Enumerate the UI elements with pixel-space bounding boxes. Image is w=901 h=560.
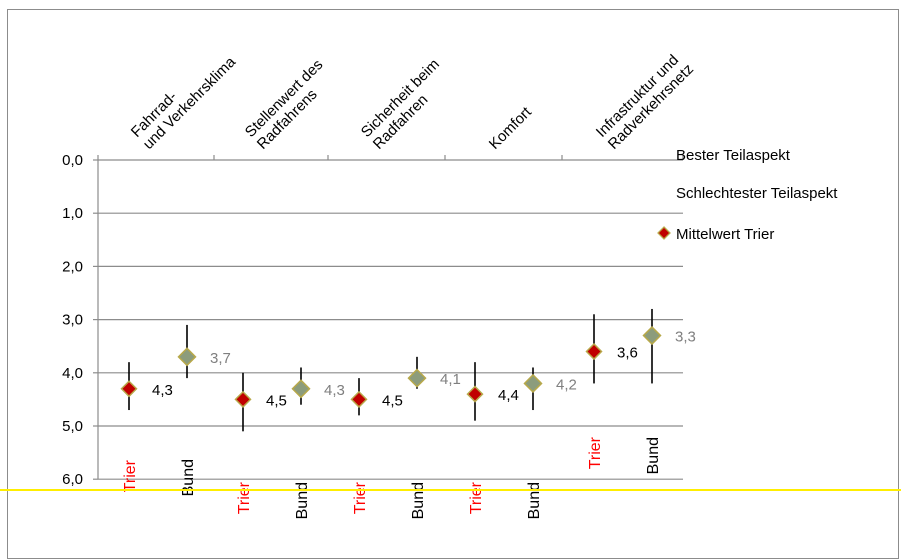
y-tick-label: 4,0 — [62, 365, 83, 382]
legend-marker — [657, 226, 671, 240]
group-label: Bund — [526, 482, 543, 519]
group-label: Bund — [180, 459, 197, 496]
data-label: 3,7 — [210, 350, 231, 367]
legend-item-mean: Mittelwert Trier — [676, 226, 774, 243]
data-label: 4,3 — [152, 382, 173, 399]
mean-marker — [466, 385, 484, 403]
data-label: 4,5 — [382, 392, 403, 409]
mean-marker — [523, 373, 543, 394]
mean-marker — [585, 342, 603, 361]
data-label: 4,4 — [498, 387, 519, 404]
legend-item-worst: Schlechtester Teilaspekt — [676, 185, 838, 202]
category-label: Komfort — [486, 103, 536, 153]
chart-frame — [7, 9, 899, 559]
data-label: 4,1 — [440, 371, 461, 388]
group-label: Trier — [236, 481, 253, 514]
data-label: 4,3 — [324, 382, 345, 399]
mean-marker — [120, 380, 138, 398]
mean-marker — [407, 368, 427, 388]
group-label: Trier — [352, 481, 369, 514]
group-label: Bund — [410, 482, 427, 519]
data-label: 3,3 — [675, 329, 696, 346]
y-tick-label: 0,0 — [62, 152, 83, 169]
group-label: Trier — [587, 436, 604, 469]
y-tick-label: 1,0 — [62, 205, 83, 222]
legend-item-best: Bester Teilaspekt — [676, 147, 791, 164]
y-tick-label: 5,0 — [62, 418, 83, 435]
y-tick-label: 2,0 — [62, 258, 83, 275]
data-label: 3,6 — [617, 345, 638, 362]
y-tick-label: 3,0 — [62, 312, 83, 329]
group-label: Bund — [645, 437, 662, 474]
group-label: Trier — [122, 459, 139, 492]
mean-marker — [177, 347, 197, 367]
group-label: Trier — [468, 481, 485, 514]
data-label: 4,5 — [266, 392, 287, 409]
group-label: Bund — [294, 482, 311, 519]
mean-marker — [642, 325, 662, 346]
mean-marker — [350, 390, 368, 408]
y-tick-label: 6,0 — [62, 471, 83, 488]
data-label: 4,2 — [556, 376, 577, 393]
mean-marker — [234, 390, 252, 408]
mean-marker — [291, 379, 311, 399]
